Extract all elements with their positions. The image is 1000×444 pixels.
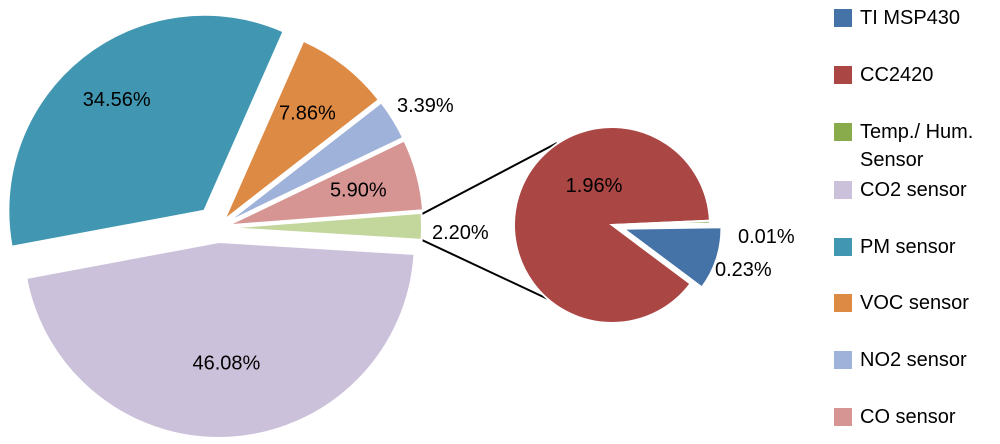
legend-item-cc2420: CC2420	[834, 64, 933, 86]
label-no2-sensor: 3.39%	[397, 95, 454, 117]
legend-label: CC2420	[860, 64, 933, 86]
legend-label: CO2 sensor	[860, 179, 967, 201]
legend-item-ti-msp430: TI MSP430	[834, 7, 960, 29]
label-ti-msp430: 0.23%	[715, 259, 772, 281]
legend-swatch	[834, 294, 852, 312]
label-pm-sensor: 34.56%	[83, 89, 151, 111]
label-voc-sensor: 7.86%	[279, 103, 336, 125]
legend-label: VOC sensor	[860, 292, 969, 314]
legend-label: PM sensor	[860, 236, 956, 258]
slice-voc-sensor	[223, 39, 381, 221]
legend-swatch	[834, 181, 852, 199]
legend-label: CO sensor	[860, 406, 956, 428]
connector-top	[421, 142, 558, 215]
legend-swatch	[834, 66, 852, 84]
slice-secondary-group	[225, 211, 423, 241]
label-cc2420: 1.96%	[566, 175, 623, 197]
label-co2-sensor: 46.08%	[192, 352, 260, 374]
label-co-sensor: 5.90%	[330, 179, 387, 201]
legend-swatch	[834, 351, 852, 369]
legend-item-co2-sensor: CO2 sensor	[834, 179, 967, 201]
legend-item-voc-sensor: VOC sensor	[834, 292, 969, 314]
slice-no2-sensor	[225, 101, 405, 224]
main-pie: 46.08% 34.56% 7.86% 3.39% 5.90% 2.20%	[7, 13, 489, 439]
slice-cc2420	[513, 126, 711, 324]
slice-ti-msp430	[620, 226, 723, 289]
legend-label: Temp./ Hum.	[860, 121, 973, 143]
legend-swatch	[834, 238, 852, 256]
secondary-pie: 1.96% 0.01% 0.23%	[513, 126, 795, 324]
legend: TI MSP430 CC2420 Temp./ Hum. Sensor CO2 sens…	[834, 7, 973, 428]
legend-label: NO2 sensor	[860, 349, 967, 371]
slice-co2-sensor	[25, 240, 416, 439]
legend-item-pm-sensor: PM sensor	[834, 236, 956, 258]
legend-swatch	[834, 9, 852, 27]
connector-bottom	[421, 239, 568, 309]
legend-swatch	[834, 123, 852, 141]
connector-lines	[421, 142, 568, 309]
slice-co-sensor	[227, 139, 425, 227]
legend-item-temp-hum-sensor: Temp./ Hum. Sensor	[834, 121, 973, 171]
legend-swatch	[834, 408, 852, 426]
slice-pm-sensor	[7, 13, 285, 248]
legend-label: Sensor	[860, 149, 924, 171]
legend-item-no2-sensor: NO2 sensor	[834, 349, 967, 371]
legend-label: TI MSP430	[860, 7, 960, 29]
legend-item-co-sensor: CO sensor	[834, 406, 956, 428]
slice-temp-hum-sensor	[611, 219, 712, 226]
label-secondary-group: 2.20%	[432, 222, 489, 244]
label-temp-hum-sensor: 0.01%	[738, 226, 795, 248]
